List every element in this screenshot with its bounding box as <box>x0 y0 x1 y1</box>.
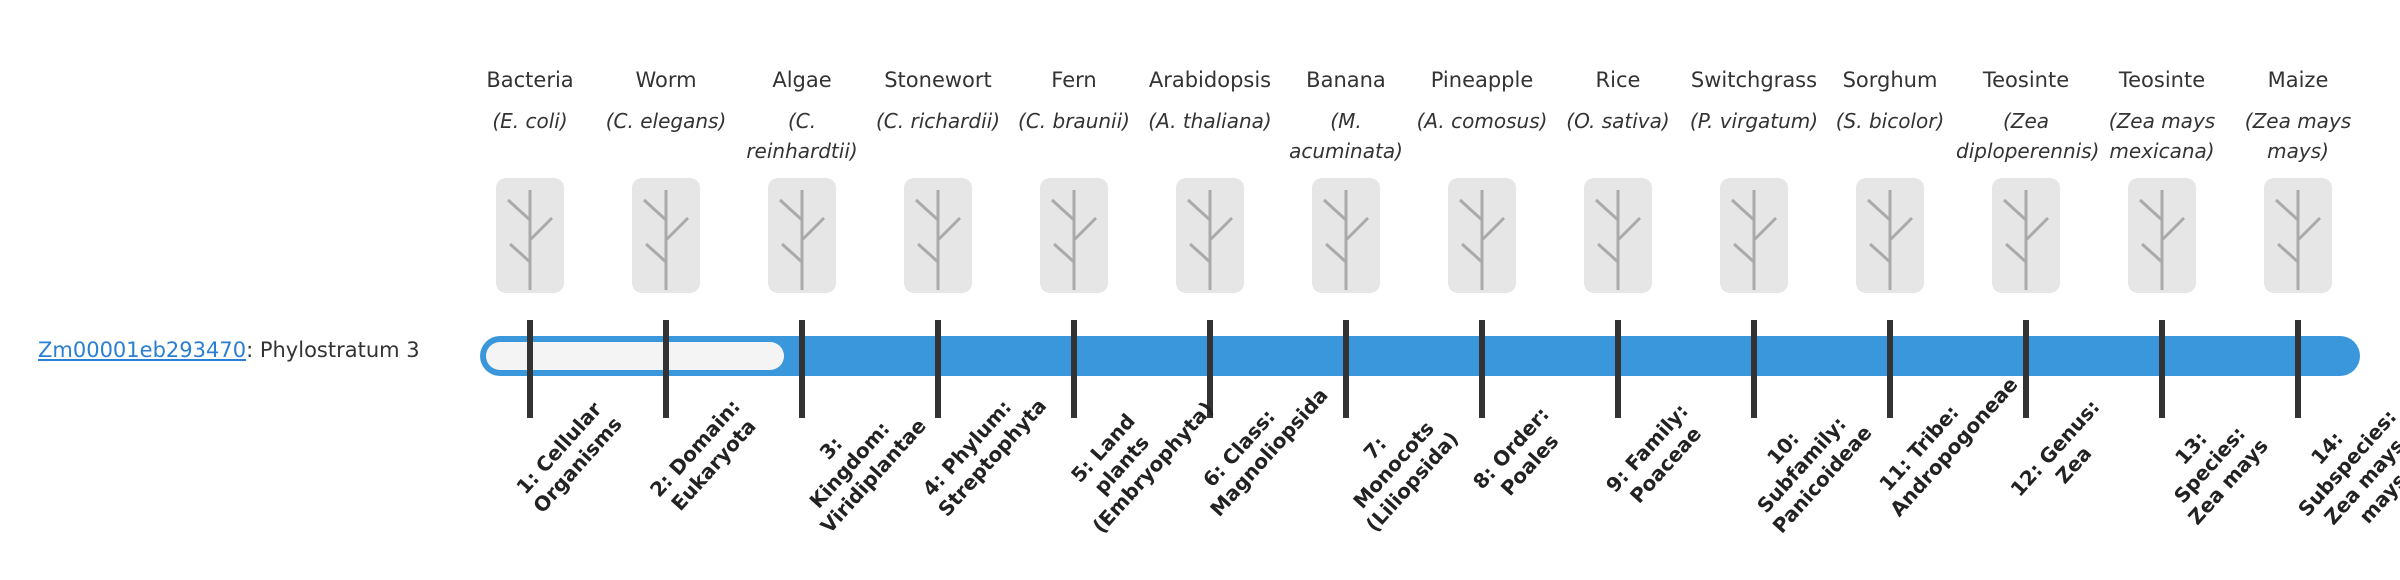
organism-image-detail <box>914 190 962 290</box>
stratum-number: 3 <box>406 338 420 362</box>
species-name: (A. comosus) <box>1416 109 1548 133</box>
species-name: (S. bicolor) <box>1835 109 1945 133</box>
species-name: (C. elegans) <box>605 109 727 133</box>
organism-image-detail <box>1050 190 1098 290</box>
species-name: (Zea diploperennis) <box>1956 109 2100 163</box>
species-name: (E. coli) <box>492 109 568 133</box>
organism-name: Fern <box>1051 68 1097 92</box>
organism-image-detail <box>1730 190 1778 290</box>
species-name: (C. reinhardtii) <box>746 109 858 163</box>
organism-name: Banana <box>1306 68 1386 92</box>
species-name: (P. virgatum) <box>1689 109 1819 133</box>
gene-link[interactable]: Zm00001eb293470 <box>38 338 247 362</box>
organism-image-detail <box>778 190 826 290</box>
organism-name: Bacteria <box>486 68 574 92</box>
organism-name: Switchgrass <box>1690 68 1818 92</box>
species-name: (A. thaliana) <box>1148 109 1272 133</box>
organism-name: Maize <box>2267 68 2329 92</box>
organism-name: Algae <box>772 68 832 92</box>
bar-empty <box>486 342 784 370</box>
organism-image-detail <box>1458 190 1506 290</box>
organism-name: Rice <box>1595 68 1641 92</box>
species-name: (M. acuminata) <box>1289 109 1403 163</box>
organism-image-detail <box>506 190 554 290</box>
organism-image-detail <box>1866 190 1914 290</box>
organism-image-detail <box>1594 190 1642 290</box>
organism-name: Arabidopsis <box>1148 68 1272 92</box>
organism-image-detail <box>2002 190 2050 290</box>
species-name: (O. sativa) <box>1566 109 1670 133</box>
organism-name: Pineapple <box>1430 68 1534 92</box>
organism-image-detail <box>2274 190 2322 290</box>
separator: : <box>246 338 254 362</box>
organism-name: Stonewort <box>884 68 992 92</box>
organism-image-detail <box>1322 190 1370 290</box>
organism-image-detail <box>2138 190 2186 290</box>
organism-name: Worm <box>635 68 697 92</box>
organism-image-detail <box>1186 190 1234 290</box>
stratum-label: Phylostratum <box>259 338 400 362</box>
organism-name: Teosinte <box>2118 68 2206 92</box>
species-name: (Zea mays mays) <box>2244 109 2352 163</box>
organism-name: Sorghum <box>1842 68 1938 92</box>
organism-image-detail <box>642 190 690 290</box>
gene-label: Zm00001eb293470: Phylostratum 3 <box>38 338 420 362</box>
organism-name: Teosinte <box>1982 68 2070 92</box>
species-name: (C. richardii) <box>875 109 1001 133</box>
species-name: (C. braunii) <box>1018 109 1130 133</box>
species-name: (Zea mays mexicana) <box>2108 109 2216 163</box>
